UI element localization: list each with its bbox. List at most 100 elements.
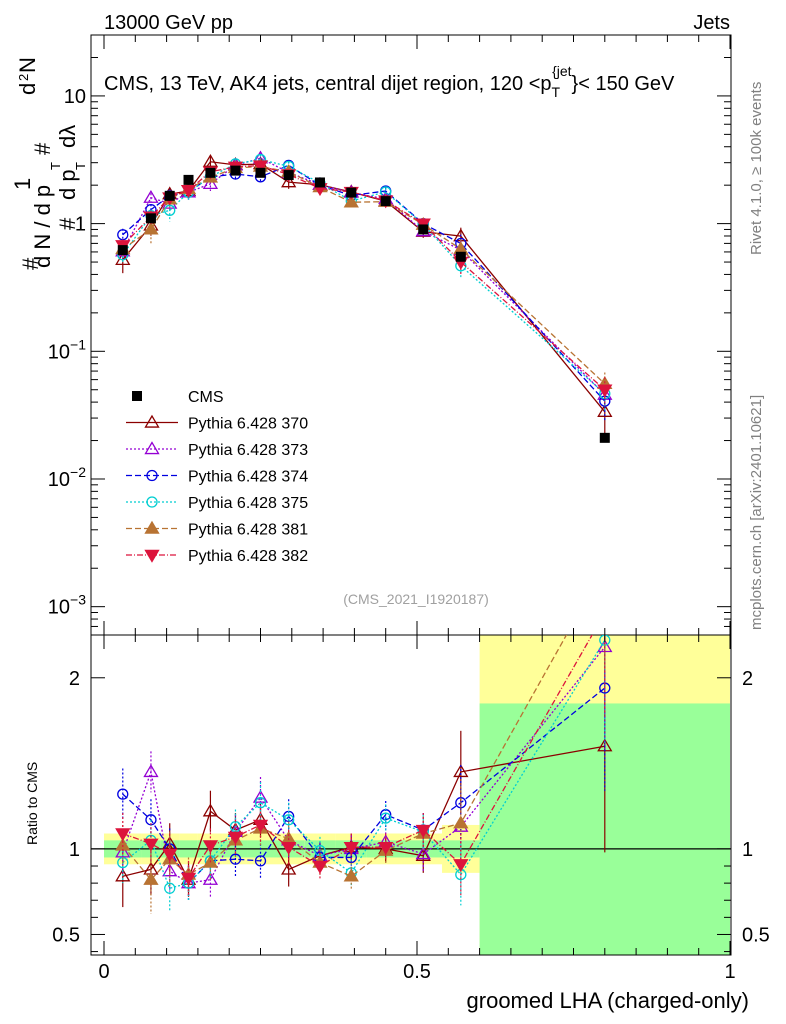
cms-point (164, 190, 175, 201)
legend-entry-cms: CMS (132, 389, 224, 406)
cms-point (117, 245, 128, 256)
series-1-point-ratio (143, 764, 159, 778)
series-2-line-main (122, 164, 606, 402)
series-4-point-main (343, 194, 359, 208)
legend-entry-3: Pythia 6.428 375 (126, 495, 308, 512)
legend-entry-0: Pythia 6.428 370 (126, 414, 308, 433)
ratio-y-tick-label-right: 1 (742, 839, 753, 861)
cms-point (418, 224, 429, 235)
series-1-point-ratio (115, 844, 131, 858)
series-0-line-main (122, 161, 606, 413)
series-1-line-ratio (122, 646, 606, 884)
y-tick-exponent: −3 (70, 592, 86, 608)
series-5-ratio (115, 635, 606, 896)
chart-title-sub: T (552, 84, 561, 100)
ratio-series-group (115, 560, 613, 914)
x-tick-label: 0 (98, 961, 109, 983)
ratio-y-tick-label-left: 0.5 (52, 924, 80, 946)
series-0-point-ratio (115, 868, 131, 882)
chart-title: CMS, 13 TeV, AK4 jets, central dijet reg… (104, 63, 675, 100)
series-5-point-ratio (180, 872, 197, 886)
series-1-point-main (143, 189, 159, 203)
x-axis-ticks: 0 0.5 1 (98, 35, 736, 983)
series-1-point-ratio (162, 863, 178, 877)
series-5-point-ratio (343, 841, 359, 855)
y-tick-label: 10 (64, 86, 86, 108)
series-0-point-ratio (453, 764, 469, 778)
chart-title-sup: {jet (552, 63, 572, 79)
series-0-point-main (597, 403, 613, 417)
y-axis-label-top: # 1 d N / d p T # # d 2 N d p T dλ (10, 57, 88, 270)
y-tick-exponent: −1 (70, 336, 86, 352)
series-2-point-ratio (254, 855, 267, 867)
y-tick-label: 10−2 (48, 464, 86, 491)
x-tick-label: 1 (724, 961, 735, 983)
mcplots-label: mcplots.cern.ch [arXiv:2401.10621] (748, 395, 765, 630)
legend-marker-cms (132, 391, 142, 401)
ratio-panel-frame (90, 634, 732, 956)
ratio-panel: 0.5 0.5 1 1 2 2 Ratio to CMS (24, 560, 770, 956)
series-5-point-ratio (415, 824, 431, 838)
header-left-label: 13000 GeV pp (104, 12, 233, 34)
series-5-point-ratio (162, 848, 178, 862)
y-axis-dlambda: dλ (55, 125, 80, 148)
series-3-line-main (122, 158, 606, 395)
series-4-point-ratio (598, 560, 611, 571)
series-0-point-main (281, 174, 297, 188)
series-5-point-ratio (453, 859, 469, 873)
series-0-point-ratio (202, 803, 219, 817)
series-1-line-main (122, 157, 606, 396)
legend-label-cms: CMS (188, 389, 224, 406)
legend-marker-5 (144, 549, 160, 563)
ratio-y-tick-label-right: 2 (742, 668, 753, 690)
ratio-y-tick-label-right: 0.5 (742, 924, 770, 946)
series-5-point-ratio (312, 860, 328, 874)
series-4-line-main (122, 165, 606, 385)
chart-title-prefix: CMS, 13 TeV, AK4 jets, central dijet reg… (104, 73, 552, 95)
legend-marker-1 (144, 441, 160, 455)
y-tick-exponent: −2 (70, 464, 86, 480)
series-0-point-ratio (281, 861, 297, 875)
y-tick-base: 10 (48, 469, 70, 491)
series-5-point-ratio (202, 840, 219, 854)
series-5-point-main (252, 160, 269, 174)
series-5-point-ratio (252, 819, 269, 833)
cms-point (255, 167, 266, 178)
y-axis-sup-2: 2 (16, 74, 31, 81)
y-tick-label: 10−3 (48, 592, 86, 619)
y-axis-sub-t2: T (73, 162, 88, 170)
cms-data (117, 165, 610, 443)
legend-marker-2 (146, 469, 158, 482)
series-4-point-ratio (143, 871, 159, 885)
legend-label-4: Pythia 6.428 381 (188, 522, 308, 539)
series-1-point-ratio (415, 846, 431, 860)
ratio-y-tick-label-left: 1 (69, 839, 80, 861)
ratio-y-tick-label-left: 2 (69, 668, 80, 690)
header-right-label: Jets (693, 12, 730, 34)
y-tick-label: 10−1 (48, 336, 86, 363)
x-tick-label: 0.5 (403, 961, 431, 983)
series-5-point-main (597, 384, 613, 398)
legend-label-2: Pythia 6.428 374 (188, 469, 308, 486)
series-2-point-ratio (229, 853, 242, 865)
series-4-point-ratio (453, 815, 469, 829)
cms-point (599, 432, 610, 443)
series-1-point-main (202, 176, 219, 190)
cms-point (380, 196, 391, 207)
series-5-point-ratio (227, 831, 244, 845)
watermark-label: (CMS_2021_I1920187) (343, 591, 489, 607)
series-5-line-main (122, 164, 606, 391)
series-4-point-ratio (343, 868, 359, 882)
y-axis-hash-2: # (30, 142, 55, 155)
series-0-point-ratio (415, 847, 431, 861)
series-5-line-ratio (122, 635, 593, 880)
y-tick-base: 1 (75, 214, 86, 236)
y-axis-dndpt: d N / d p (30, 185, 55, 268)
ratio-bands (91, 635, 731, 955)
series-1-point-ratio (202, 871, 219, 885)
cms-point (205, 167, 216, 178)
cms-point (283, 170, 294, 181)
series-2-point-ratio (117, 788, 129, 800)
series-4-point-main (143, 221, 159, 235)
rivet-label: Rivet 4.1.0, ≥ 100k events (748, 82, 765, 255)
